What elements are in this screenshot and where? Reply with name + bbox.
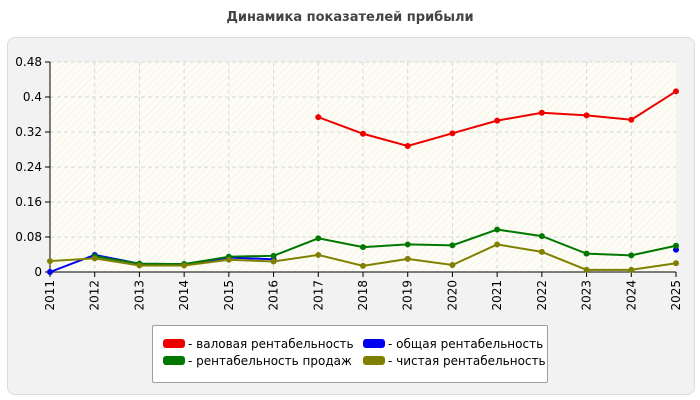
- x-tick-label: 2016: [267, 280, 281, 311]
- y-tick-label: 0.24: [15, 160, 42, 174]
- data-point: [583, 112, 590, 119]
- y-tick-label: 0.08: [15, 230, 42, 244]
- legend-item-sales: - рентабельность продаж: [163, 353, 352, 369]
- data-point: [270, 252, 277, 259]
- legend-label-gross: - валовая рентабельность: [188, 337, 354, 351]
- legend-swatch-total: [363, 339, 385, 348]
- data-point: [494, 241, 501, 248]
- data-point: [449, 262, 456, 268]
- legend-swatch-net: [363, 356, 385, 365]
- data-point: [449, 130, 456, 137]
- data-point: [538, 233, 545, 240]
- data-point: [673, 88, 679, 95]
- x-tick-label: 2022: [535, 280, 549, 311]
- x-tick-label: 2012: [88, 280, 102, 311]
- x-tick-label: 2019: [401, 280, 415, 311]
- data-point: [628, 252, 635, 259]
- x-tick-label: 2021: [490, 280, 504, 311]
- data-point: [47, 269, 53, 275]
- x-tick-label: 2024: [624, 280, 638, 311]
- data-point: [136, 262, 143, 269]
- y-tick-label: 0.4: [23, 90, 42, 104]
- x-tick-label: 2017: [311, 280, 325, 311]
- legend-label-total: - общая рентабельность: [388, 337, 544, 351]
- legend: - валовая рентабельность - общая рентабе…: [152, 325, 548, 383]
- data-point: [628, 266, 635, 273]
- x-tick-label: 2011: [43, 280, 57, 311]
- x-tick-label: 2013: [132, 280, 146, 311]
- data-point: [628, 116, 635, 123]
- x-tick-label: 2015: [222, 280, 236, 311]
- x-tick-label: 2023: [580, 280, 594, 311]
- data-point: [673, 260, 679, 267]
- x-tick-label: 2014: [177, 280, 191, 311]
- legend-item-gross: - валовая рентабельность: [163, 336, 354, 352]
- legend-swatch-sales: [163, 356, 185, 365]
- x-tick-label: 2025: [669, 280, 683, 311]
- chart-title: Динамика показателей прибыли: [226, 10, 474, 25]
- legend-label-net: - чистая рентабельность: [388, 354, 546, 368]
- data-point: [225, 256, 232, 263]
- data-point: [673, 242, 679, 249]
- data-point: [181, 262, 188, 269]
- data-point: [449, 242, 456, 249]
- y-tick-label: 0: [34, 265, 42, 279]
- series-line: [94, 228, 677, 266]
- legend-item-net: - чистая рентабельность: [363, 353, 546, 369]
- data-point: [315, 114, 322, 121]
- data-point: [538, 109, 545, 116]
- x-tick-label: 2020: [445, 280, 459, 311]
- data-point: [494, 226, 501, 233]
- data-point: [315, 251, 322, 258]
- data-point: [360, 244, 366, 251]
- legend-swatch-gross: [163, 339, 185, 348]
- legend-label-sales: - рентабельность продаж: [188, 354, 352, 368]
- x-tick-label: 2018: [356, 280, 370, 311]
- legend-item-total: - общая рентабельность: [363, 336, 543, 352]
- data-point: [315, 235, 322, 242]
- data-point: [583, 250, 590, 257]
- data-point: [360, 262, 366, 269]
- y-tick-label: 0.32: [15, 125, 42, 139]
- y-tick-label: 0.48: [15, 55, 42, 69]
- data-point: [404, 241, 411, 248]
- data-point: [538, 248, 545, 255]
- series-3: [47, 241, 679, 273]
- data-point: [270, 258, 277, 265]
- series-0: [315, 88, 679, 149]
- data-point: [583, 266, 590, 273]
- y-tick-label: 0.16: [15, 195, 42, 209]
- data-point: [91, 255, 98, 262]
- data-point: [47, 258, 53, 265]
- data-point: [360, 130, 366, 137]
- data-point: [494, 117, 501, 124]
- data-point: [404, 143, 411, 149]
- data-point: [404, 255, 411, 262]
